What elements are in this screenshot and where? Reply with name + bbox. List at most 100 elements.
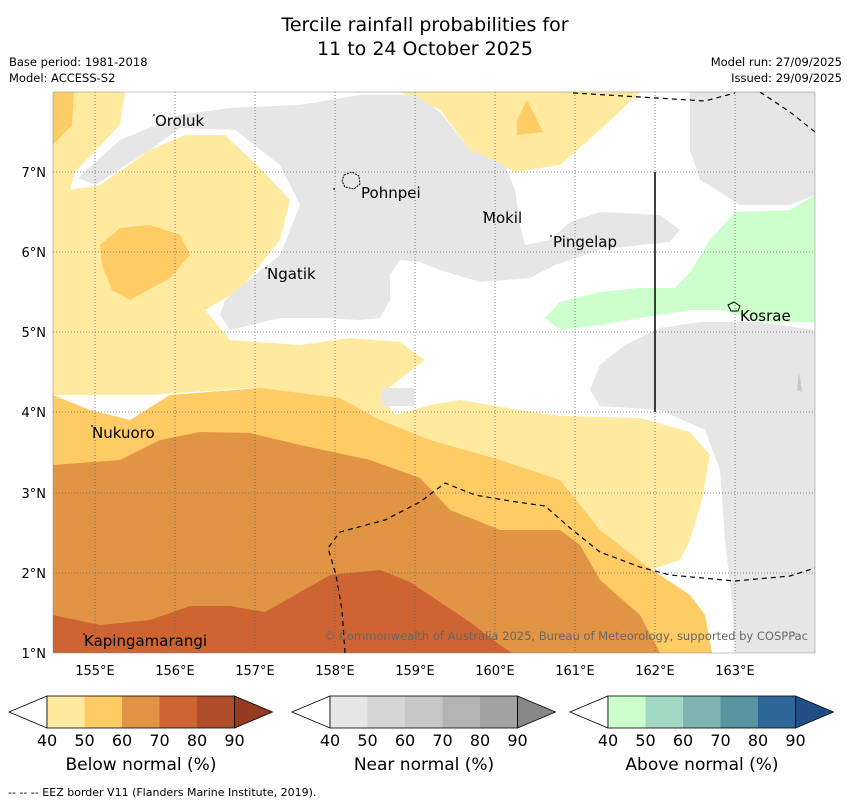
colorbar-tick-label: 70 bbox=[710, 731, 730, 750]
below-normal-west-50-60-patch bbox=[100, 225, 190, 300]
colorbar-near-normal: 40 50 60 70 80 90 bbox=[290, 695, 557, 750]
colorbar-segment bbox=[758, 696, 796, 728]
lon-tick-label: 159°E bbox=[395, 664, 435, 679]
place-label-kapingamarangi: Kapingamarangi bbox=[84, 632, 207, 650]
colorbar-label-above: Above normal (%) bbox=[625, 755, 779, 775]
colorbar-label-near: Near normal (%) bbox=[353, 755, 495, 775]
eez-border-north bbox=[572, 92, 815, 133]
near-normal-north-40-50-region bbox=[78, 95, 680, 330]
colorbar-extend-low bbox=[568, 695, 609, 729]
colorbar-tick-label: 50 bbox=[357, 731, 377, 750]
colorbar-tick-label: 60 bbox=[112, 731, 132, 750]
colorbar-tick-label: 60 bbox=[395, 731, 415, 750]
model-run: Model run: 27/09/2025 bbox=[710, 55, 842, 69]
mokil-marker bbox=[483, 211, 485, 213]
colorbar-tick-label: 90 bbox=[785, 731, 805, 750]
lon-tick-label: 163°E bbox=[715, 664, 755, 679]
place-label-nukuoro: Nukuoro bbox=[92, 424, 155, 442]
colorbar-extend-high bbox=[795, 695, 835, 729]
near-normal-small-region bbox=[381, 388, 414, 406]
colorbar-tick-label: 80 bbox=[187, 731, 207, 750]
pohnpei-island-outline bbox=[341, 171, 361, 190]
colorbar-tick-label: 80 bbox=[470, 731, 490, 750]
colorbar-frame bbox=[329, 695, 518, 729]
lat-tick-label: 7°N bbox=[22, 166, 47, 181]
map-title-line1: Tercile rainfall probabilities for bbox=[281, 14, 569, 36]
colorbar-extend-low bbox=[290, 695, 331, 729]
model-name: Model: ACCESS-S2 bbox=[9, 71, 116, 85]
lon-tick-label: 160°E bbox=[475, 664, 515, 679]
pingelap-marker bbox=[550, 235, 552, 237]
near-normal-east-40-50-region bbox=[590, 322, 815, 653]
place-label-ngatik: Ngatik bbox=[267, 265, 316, 283]
colorbar-segment bbox=[683, 696, 721, 728]
below-normal-north-small-patch bbox=[517, 100, 543, 135]
colorbar-segment bbox=[159, 696, 197, 728]
base-period: Base period: 1981-2018 bbox=[9, 55, 148, 69]
colorbar-frame bbox=[607, 695, 796, 729]
eez-border-south bbox=[327, 482, 815, 653]
map-title-line2: 11 to 24 October 2025 bbox=[317, 38, 533, 60]
ngatik-marker bbox=[265, 267, 267, 269]
colorbar-label-below: Below normal (%) bbox=[65, 755, 217, 775]
colorbar-segment bbox=[197, 696, 235, 728]
colorbar-segment bbox=[122, 696, 160, 728]
colorbar-frame bbox=[46, 695, 235, 729]
probability-field bbox=[53, 92, 815, 653]
colorbar-above-normal: 40 50 60 70 80 90 bbox=[568, 695, 835, 750]
colorbar-segment bbox=[442, 696, 480, 728]
below-normal-60-70-region bbox=[53, 432, 660, 653]
below-normal-70-80-region bbox=[53, 570, 512, 653]
colorbar-tick-label: 90 bbox=[507, 731, 527, 750]
colorbar-extend-high bbox=[234, 695, 274, 729]
kosrae-island-outline bbox=[727, 301, 741, 312]
colorbar-segment bbox=[47, 696, 85, 728]
lat-tick-label: 6°N bbox=[22, 246, 47, 261]
below-normal-north-50-60-patch bbox=[53, 92, 74, 145]
below-normal-40-50-region bbox=[53, 92, 710, 570]
colorbar-segment bbox=[84, 696, 122, 728]
kapingamarangi-marker bbox=[83, 633, 85, 635]
colorbar-extend-high bbox=[517, 695, 557, 729]
colorbar-segment bbox=[330, 696, 368, 728]
lat-tick-label: 5°N bbox=[22, 326, 47, 341]
near-normal-small-east-patch bbox=[797, 372, 802, 392]
above-normal-40-50-region bbox=[545, 195, 815, 330]
oroluk-marker bbox=[153, 114, 155, 116]
colorbar-tick-label: 40 bbox=[37, 731, 57, 750]
place-label-mokil: Mokil bbox=[483, 209, 522, 227]
lon-tick-label: 157°E bbox=[235, 664, 275, 679]
colorbar-tick-label: 40 bbox=[320, 731, 340, 750]
lon-tick-label: 155°E bbox=[75, 664, 115, 679]
colorbar-segment bbox=[645, 696, 683, 728]
lat-tick-label: 1°N bbox=[22, 647, 47, 662]
place-label-kosrae: Kosrae bbox=[740, 307, 791, 325]
near-normal-northeast-40-50-region bbox=[690, 92, 815, 205]
colorbar-segment bbox=[720, 696, 758, 728]
lat-tick-label: 3°N bbox=[22, 487, 47, 502]
lon-tick-label: 156°E bbox=[155, 664, 195, 679]
eez-borders bbox=[327, 92, 815, 653]
place-label-pingelap: Pingelap bbox=[553, 233, 617, 251]
colorbar-tick-label: 50 bbox=[635, 731, 655, 750]
colorbar-tick-label: 70 bbox=[432, 731, 452, 750]
eez-footnote: -- -- -- EEZ border V11 (Flanders Marine… bbox=[8, 786, 317, 799]
lon-tick-label: 158°E bbox=[315, 664, 355, 679]
copyright-text: © Commonwealth of Australia 2025, Bureau… bbox=[324, 629, 808, 643]
colorbar-segment bbox=[405, 696, 443, 728]
issued-date: Issued: 29/09/2025 bbox=[731, 71, 842, 85]
map-frame bbox=[52, 91, 816, 654]
colorbar-below-normal: 40 50 60 70 80 90 bbox=[7, 695, 274, 750]
lat-tick-label: 2°N bbox=[22, 567, 47, 582]
colorbar-tick-label: 70 bbox=[149, 731, 169, 750]
lat-tick-label: 4°N bbox=[22, 406, 47, 421]
colorbar-segment bbox=[480, 696, 518, 728]
colorbar-tick-label: 50 bbox=[74, 731, 94, 750]
colorbar-tick-label: 90 bbox=[224, 731, 244, 750]
colorbar-tick-label: 60 bbox=[673, 731, 693, 750]
colorbar-tick-label: 40 bbox=[598, 731, 618, 750]
lon-tick-label: 161°E bbox=[555, 664, 595, 679]
nukuoro-marker bbox=[91, 425, 93, 427]
pohnpei-west-islet bbox=[333, 188, 335, 190]
